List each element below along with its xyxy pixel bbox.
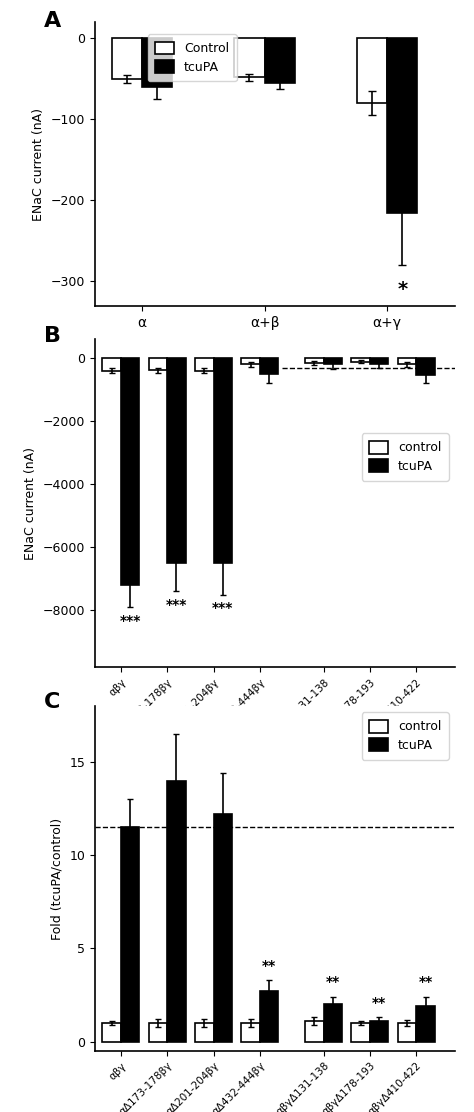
- Text: **: **: [419, 975, 433, 990]
- Text: ***: ***: [212, 600, 234, 615]
- Legend: control, tcuPA: control, tcuPA: [362, 713, 449, 759]
- Y-axis label: ENaC current (nA): ENaC current (nA): [32, 108, 45, 220]
- Text: ***: ***: [119, 614, 141, 627]
- Bar: [260, 991, 278, 1042]
- Bar: [264, 39, 295, 83]
- Bar: [121, 358, 139, 585]
- Legend: control, tcuPA: control, tcuPA: [362, 434, 449, 480]
- Bar: [213, 358, 232, 563]
- Bar: [387, 39, 417, 212]
- Text: **: **: [326, 975, 340, 990]
- Bar: [324, 358, 342, 365]
- Bar: [241, 358, 260, 365]
- Y-axis label: Fold (tcuPA/control): Fold (tcuPA/control): [51, 817, 64, 940]
- Bar: [398, 358, 416, 365]
- Bar: [121, 827, 139, 1042]
- Bar: [305, 358, 324, 363]
- Bar: [351, 1023, 370, 1042]
- Bar: [305, 1021, 324, 1042]
- Legend: Control, tcuPA: Control, tcuPA: [148, 34, 237, 81]
- Y-axis label: ENaC current (nA): ENaC current (nA): [24, 447, 37, 559]
- Bar: [167, 358, 186, 563]
- Text: C: C: [45, 693, 61, 713]
- Bar: [357, 39, 387, 103]
- Bar: [167, 781, 186, 1042]
- Text: *: *: [397, 280, 407, 299]
- Bar: [260, 358, 278, 374]
- Bar: [195, 1023, 213, 1042]
- Bar: [416, 358, 435, 376]
- Bar: [102, 1023, 121, 1042]
- Text: A: A: [45, 11, 62, 31]
- Text: **: **: [262, 959, 276, 973]
- Bar: [241, 1023, 260, 1042]
- Bar: [398, 1023, 416, 1042]
- Bar: [112, 39, 142, 79]
- Bar: [324, 1004, 342, 1042]
- Bar: [351, 358, 370, 361]
- Bar: [370, 1021, 388, 1042]
- Bar: [416, 1006, 435, 1042]
- Text: **: **: [372, 996, 386, 1010]
- Bar: [149, 358, 167, 370]
- Bar: [102, 358, 121, 370]
- Bar: [195, 358, 213, 370]
- Bar: [142, 39, 172, 87]
- Bar: [234, 39, 264, 78]
- Bar: [149, 1023, 167, 1042]
- Text: ***: ***: [166, 598, 187, 612]
- Bar: [370, 358, 388, 365]
- Bar: [213, 814, 232, 1042]
- Text: B: B: [45, 326, 61, 346]
